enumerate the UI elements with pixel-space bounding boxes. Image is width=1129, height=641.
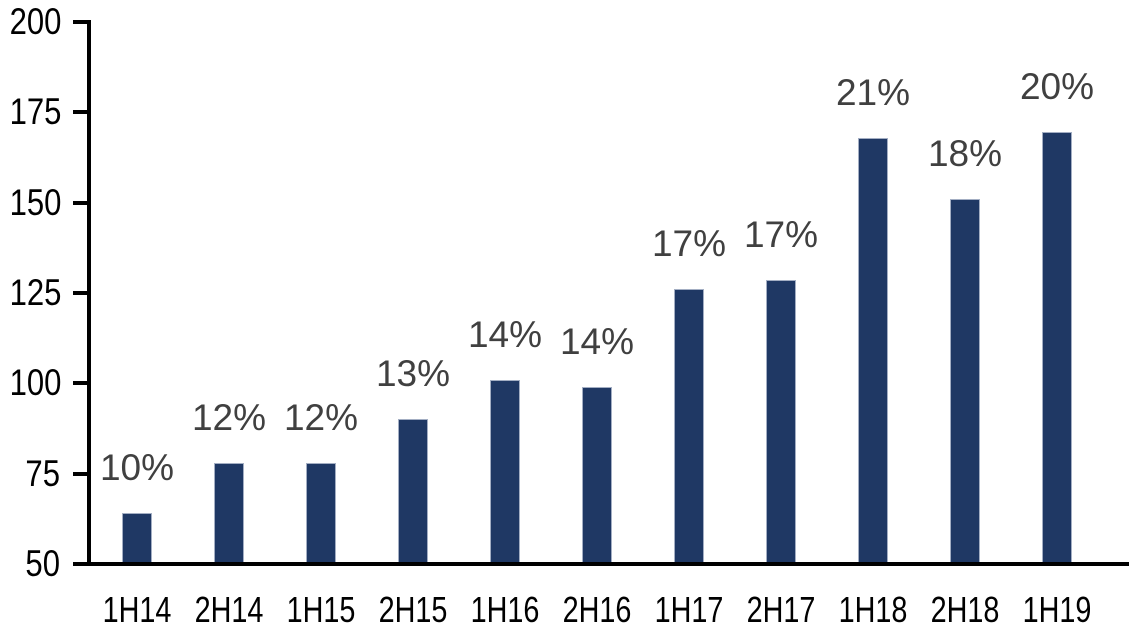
- bar: [214, 462, 244, 566]
- bar: [398, 419, 428, 566]
- x-tick-label: 1H19: [1022, 589, 1092, 630]
- bar-value-label: 13%: [375, 353, 451, 395]
- x-tick-label: 1H17: [654, 589, 724, 630]
- bar: [490, 379, 520, 566]
- x-tick-label: 2H17: [746, 589, 816, 630]
- bar-value-label: 10%: [99, 447, 175, 489]
- y-tick-mark: [73, 381, 88, 386]
- bar-value-label: 14%: [559, 320, 635, 362]
- bar: [122, 513, 152, 566]
- y-tick-mark: [73, 20, 88, 24]
- x-tick-label: 2H14: [194, 589, 264, 630]
- y-tick-label: 200: [9, 1, 62, 42]
- x-tick-label: 1H16: [470, 589, 540, 630]
- x-tick-label: 2H15: [378, 589, 448, 630]
- y-tick-label: 150: [9, 181, 62, 223]
- y-tick-mark: [73, 471, 88, 476]
- y-tick-mark: [73, 110, 88, 115]
- bar-value-label: 17%: [743, 214, 819, 256]
- y-tick-mark: [73, 200, 88, 205]
- y-axis-line: [87, 20, 91, 566]
- y-tick-mark: [73, 291, 88, 295]
- x-tick-label: 2H16: [562, 589, 632, 630]
- bar: [1042, 132, 1072, 566]
- x-tick-label: 2H18: [930, 589, 1000, 630]
- y-tick-label: 100: [9, 362, 62, 404]
- y-tick-label: 75: [25, 452, 60, 494]
- y-tick-label: 175: [9, 91, 62, 133]
- bar: [582, 386, 612, 566]
- bar: [950, 199, 980, 566]
- bar-value-label: 18%: [927, 133, 1003, 175]
- bar: [858, 137, 888, 566]
- x-tick-label: 1H14: [102, 589, 172, 630]
- x-tick-label: 1H15: [286, 589, 356, 630]
- bar-value-label: 17%: [651, 223, 727, 265]
- x-axis-line: [73, 562, 1129, 566]
- y-tick-label: 125: [9, 272, 62, 313]
- bar-value-label: 21%: [835, 71, 911, 113]
- x-tick-label: 1H18: [838, 589, 908, 630]
- bar: [674, 289, 704, 566]
- bar-value-label: 12%: [191, 396, 267, 438]
- bar-value-label: 20%: [1019, 66, 1095, 108]
- bar-value-label: 12%: [283, 396, 359, 438]
- y-tick-label: 50: [25, 543, 60, 584]
- y-axis: 50 75 100 125 150 175 200: [0, 0, 95, 641]
- bar: [306, 462, 336, 566]
- bar: [766, 280, 796, 566]
- bar-value-label: 14%: [467, 313, 543, 355]
